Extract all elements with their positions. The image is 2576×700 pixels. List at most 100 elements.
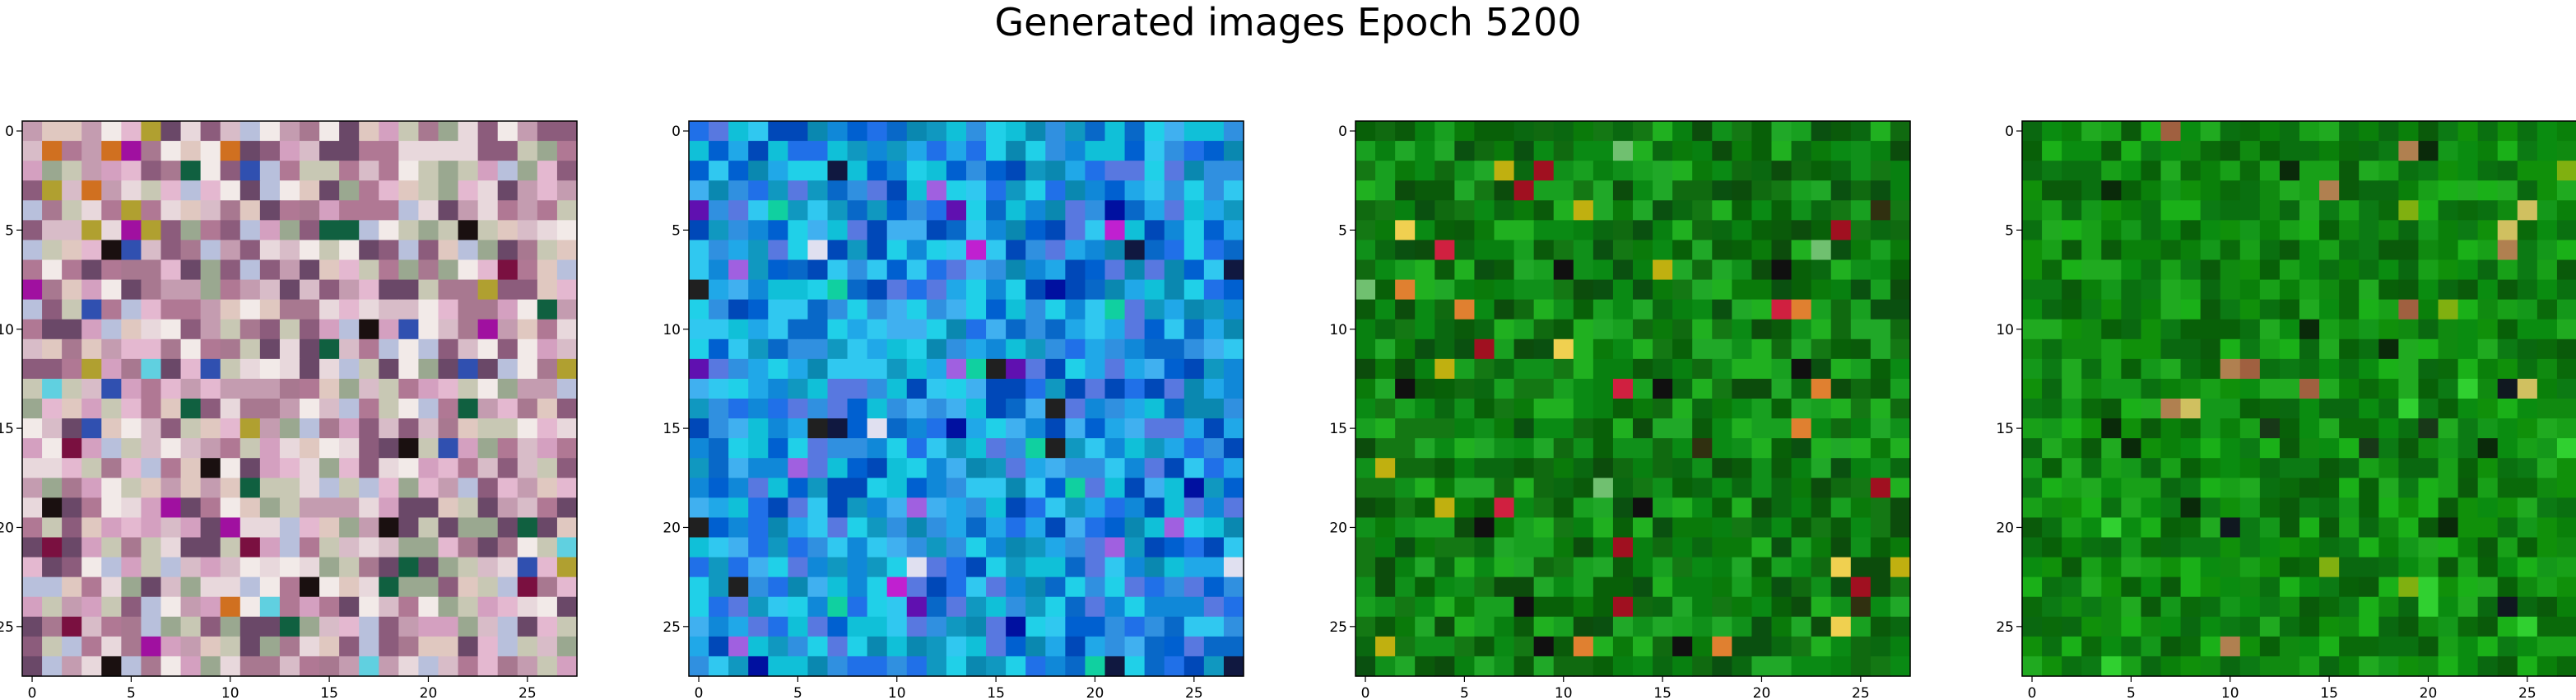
pixel-cell <box>788 537 809 558</box>
pixel-cell <box>986 636 1007 657</box>
pixel-cell <box>2279 478 2300 498</box>
pixel-cell <box>2022 418 2043 439</box>
pixel-cell <box>279 200 300 221</box>
pixel-cell <box>200 180 221 201</box>
pixel-cell <box>1415 358 1435 380</box>
pixel-cell <box>300 220 320 241</box>
pixel-cell <box>886 279 908 301</box>
pixel-cell <box>2457 161 2479 181</box>
pixel-cell <box>2319 319 2340 340</box>
pixel-cell <box>2101 240 2122 261</box>
pixel-cell <box>1454 517 1476 539</box>
pixel-cell <box>1732 259 1753 281</box>
pixel-cell <box>2378 576 2399 598</box>
pixel-cell <box>1434 279 1455 301</box>
pixel-cell <box>2418 596 2439 618</box>
pixel-cell <box>1045 141 1066 161</box>
pixel-cell <box>1065 279 1086 301</box>
pixel-cell <box>827 517 849 539</box>
pixel-cell <box>1811 478 1832 498</box>
pixel-cell <box>1771 319 1793 340</box>
pixel-cell <box>966 378 987 399</box>
pixel-cell <box>81 636 102 657</box>
pixel-cell <box>1830 161 1852 181</box>
pixel-cell <box>2477 557 2499 578</box>
pixel-cell <box>926 378 947 399</box>
pixel-cell <box>101 319 122 340</box>
pixel-cell <box>1454 141 1476 161</box>
pixel-cell <box>497 338 518 360</box>
pixel-cell <box>689 537 709 558</box>
pixel-cell <box>728 478 749 498</box>
pixel-cell <box>1395 656 1416 677</box>
pixel-cell <box>2398 596 2420 618</box>
pixel-cell <box>2141 240 2162 261</box>
pixel-cell <box>1533 319 1555 340</box>
pixel-cell <box>748 121 769 142</box>
pixel-cell <box>2339 180 2360 201</box>
pixel-cell <box>1164 517 1185 539</box>
x-tick-label: 20 <box>1086 685 1104 700</box>
pixel-cell <box>1065 576 1086 598</box>
pixel-cell <box>1593 200 1614 221</box>
pixel-cell <box>497 399 518 419</box>
pixel-cell <box>319 458 340 478</box>
x-tick-label: 5 <box>2127 685 2136 700</box>
pixel-cell <box>2081 180 2102 201</box>
pixel-cell <box>1791 557 1812 578</box>
pixel-cell <box>728 458 749 478</box>
pixel-cell <box>1870 399 1891 419</box>
pixel-cell <box>537 161 558 181</box>
pixel-cell <box>1164 141 1185 161</box>
pixel-cell <box>926 399 947 419</box>
pixel-cell <box>42 656 63 677</box>
pixel-cell <box>2378 299 2399 320</box>
pixel-cell <box>418 358 439 380</box>
pixel-cell <box>1890 141 1911 161</box>
pixel-cell <box>180 478 202 498</box>
pixel-cell <box>1751 240 1773 261</box>
pixel-cell <box>22 616 43 637</box>
pixel-cell <box>2279 636 2300 657</box>
pixel-cell <box>438 418 459 439</box>
pixel-cell <box>1223 596 1244 618</box>
pixel-cell <box>2418 616 2439 637</box>
pixel-cell <box>1375 497 1396 519</box>
pixel-cell <box>1771 180 1793 201</box>
pixel-cell <box>1025 596 1046 618</box>
pixel-cell <box>398 319 420 340</box>
pixel-cell <box>807 161 829 181</box>
pixel-cell <box>689 497 709 519</box>
pixel-cell <box>2339 418 2360 439</box>
pixel-cell <box>1183 161 1205 181</box>
pixel-cell <box>537 358 558 380</box>
pixel-cell <box>2121 596 2142 618</box>
pixel-cell <box>259 497 281 519</box>
pixel-cell <box>2299 279 2320 301</box>
pixel-cell <box>1811 338 1832 360</box>
pixel-cell <box>748 279 769 301</box>
pixel-cell <box>2200 458 2221 478</box>
pixel-cell <box>2319 378 2340 399</box>
pixel-cell <box>220 180 241 201</box>
pixel-cell <box>1065 259 1086 281</box>
pixel-cell <box>537 438 558 459</box>
pixel-cell <box>2160 636 2182 657</box>
pixel-cell <box>1850 399 1872 419</box>
pixel-cell <box>1751 576 1773 598</box>
pixel-cell <box>2339 478 2360 498</box>
pixel-cell <box>279 121 300 142</box>
pixel-cell <box>121 338 142 360</box>
pixel-cell <box>1712 319 1732 340</box>
pixel-cell <box>121 200 142 221</box>
pixel-cell <box>2438 161 2459 181</box>
pixel-cell <box>2299 616 2320 637</box>
pixel-cell <box>458 279 479 301</box>
pixel-cell <box>81 259 102 281</box>
pixel-cell <box>319 180 340 201</box>
pixel-cell <box>1203 200 1225 221</box>
pixel-cell <box>2121 299 2142 320</box>
pixel-cell <box>2556 279 2576 301</box>
pixel-cell <box>477 358 499 380</box>
pixel-cell <box>121 596 142 618</box>
